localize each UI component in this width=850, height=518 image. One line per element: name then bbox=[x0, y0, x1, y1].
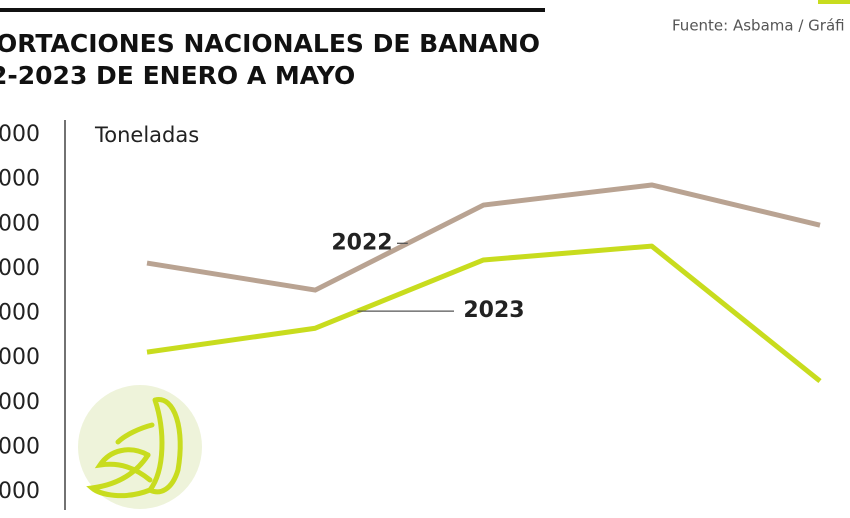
y-axis-label: Toneladas bbox=[94, 123, 199, 147]
series-line bbox=[146, 243, 822, 384]
corner-accent bbox=[818, 0, 850, 4]
series-label: 2023 bbox=[463, 298, 524, 323]
series-label: 2022 bbox=[331, 230, 392, 255]
source: Fuente: Asbama / Gráfi bbox=[672, 17, 845, 35]
chart-title: 2-2023 DE ENERO A MAYO bbox=[0, 61, 355, 90]
chart-title: ORTACIONES NACIONALES DE BANANO bbox=[0, 29, 540, 58]
series-line bbox=[146, 182, 821, 293]
top-rule bbox=[0, 8, 545, 12]
banana-icon bbox=[78, 385, 202, 509]
